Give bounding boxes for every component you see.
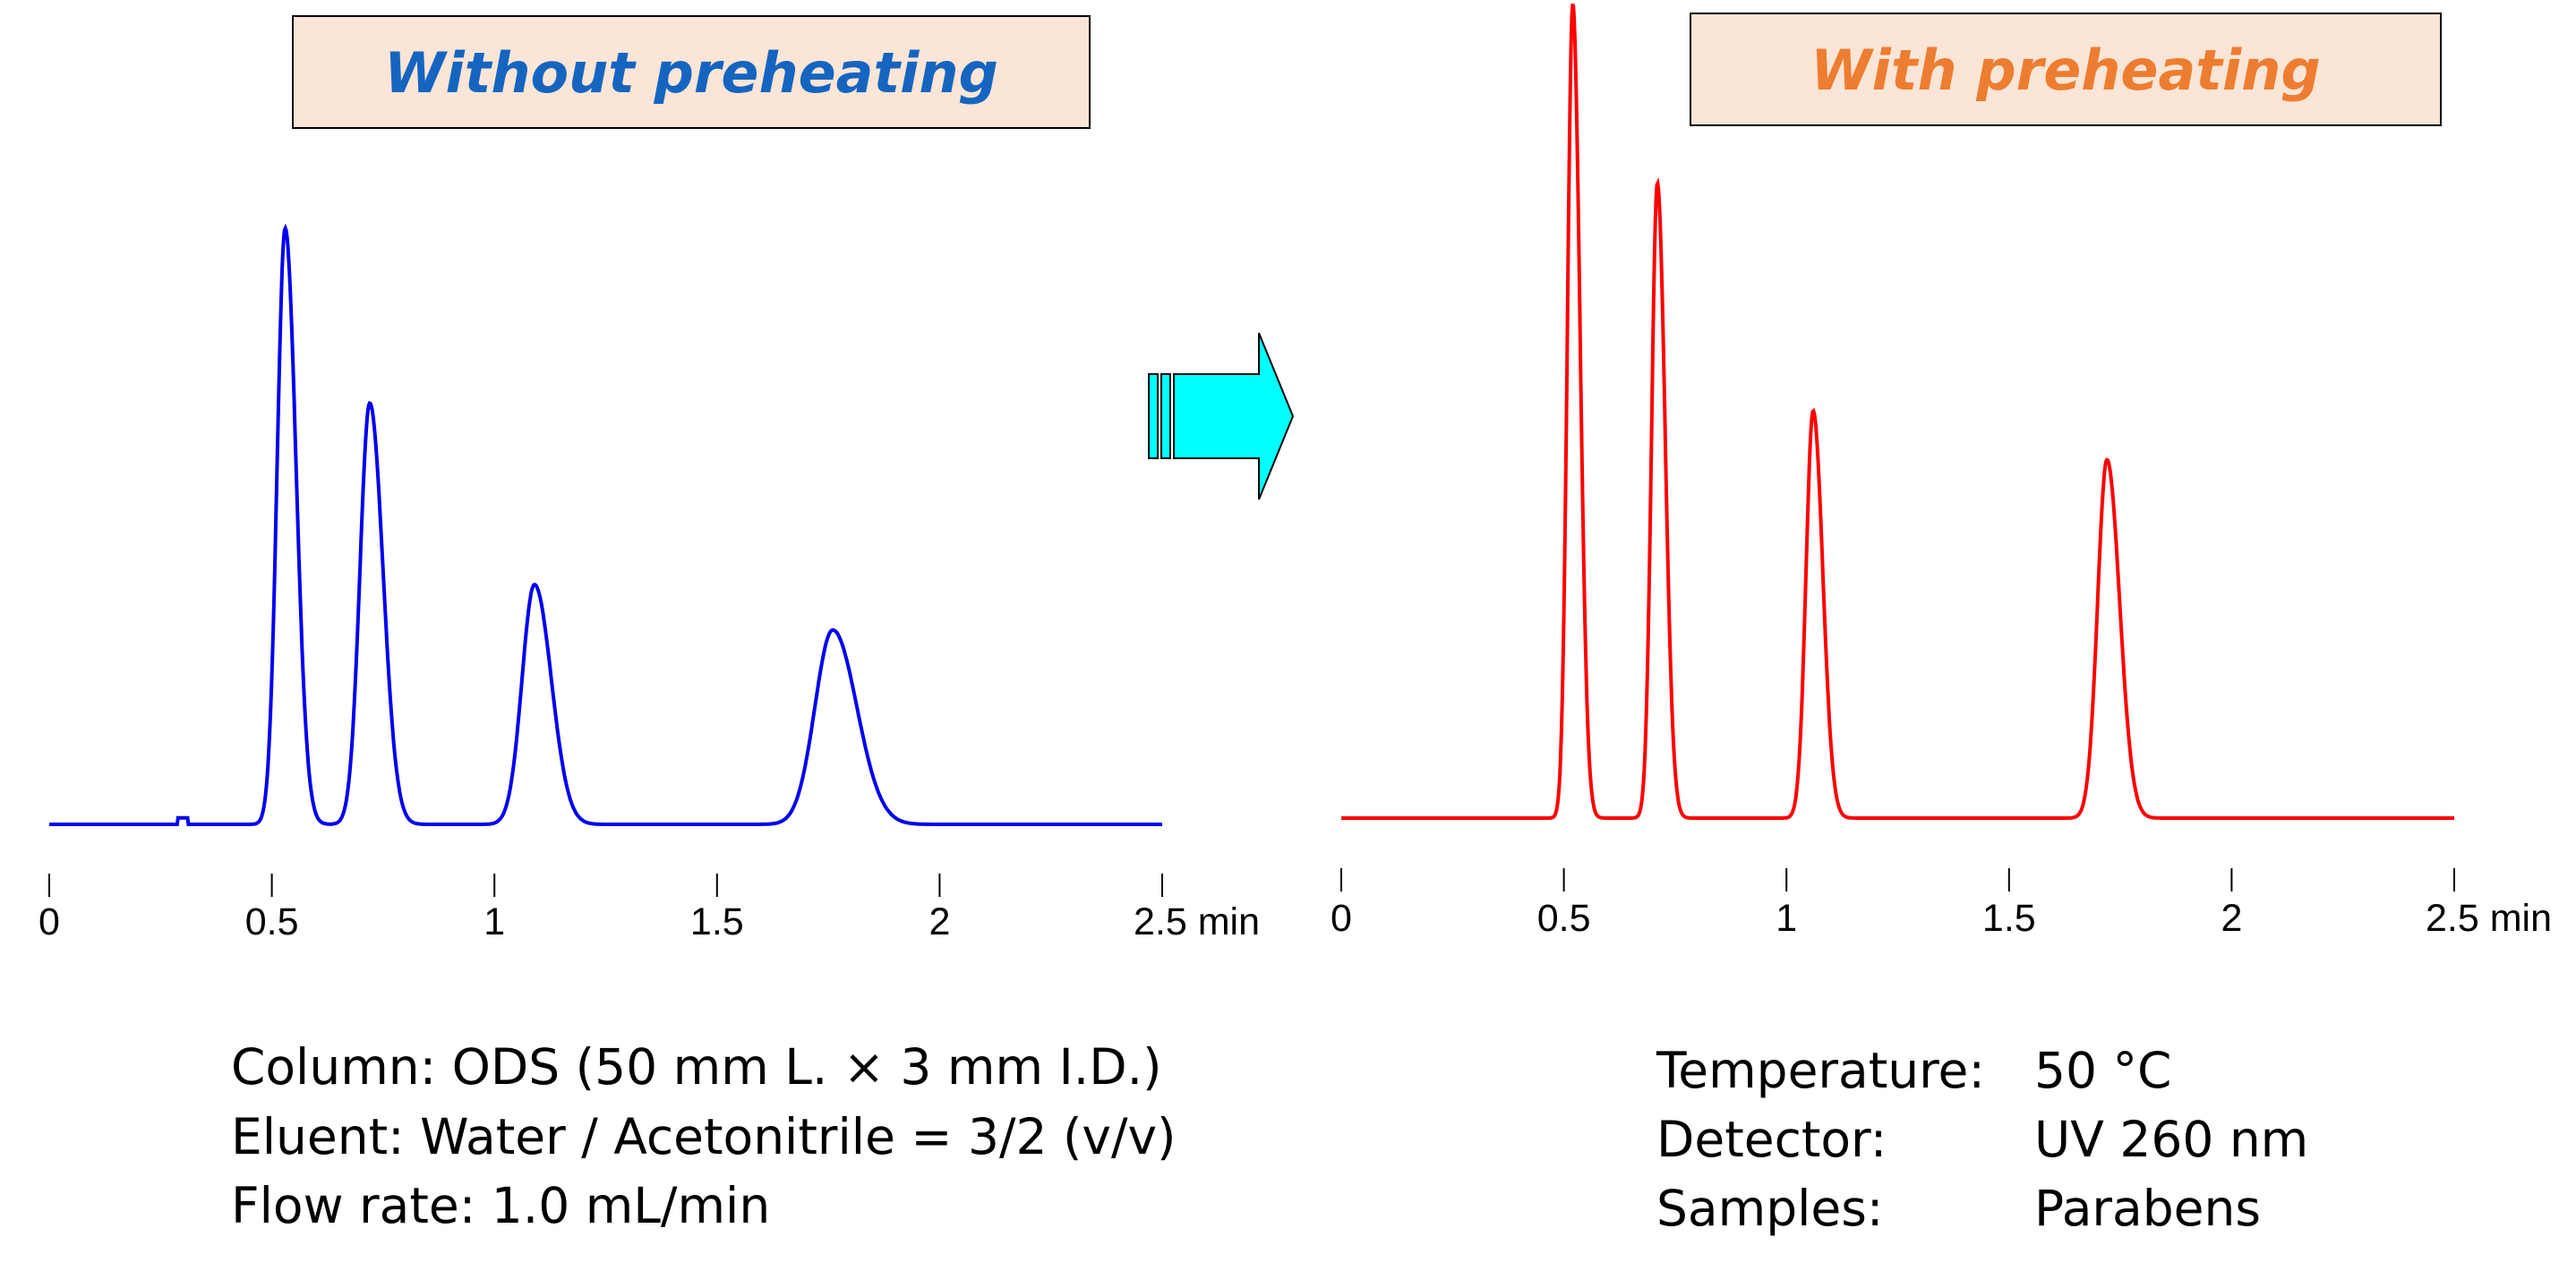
x-tick-label: 0 bbox=[39, 900, 60, 943]
right-arrow-icon bbox=[1148, 332, 1295, 500]
x-tick-label: 0.5 bbox=[245, 900, 299, 943]
chart-without-preheating: Without preheating 0 0.5 1 1.5 2 2.5 min bbox=[39, 15, 1260, 943]
condition-samples-label: Samples: bbox=[1656, 1180, 1884, 1237]
chart-title-box bbox=[1690, 13, 2442, 126]
x-tick-label: 2 bbox=[929, 900, 950, 943]
condition-temperature-label: Temperature: bbox=[1656, 1042, 1985, 1099]
x-tick-label: 0.5 bbox=[1537, 897, 1591, 940]
chart-title: Without preheating bbox=[384, 40, 998, 106]
arrow-head bbox=[1173, 332, 1295, 500]
arrow-bar-2 bbox=[1160, 373, 1171, 459]
condition-eluent: Eluent: Water / Acetonitrile = 3/2 (v/v) bbox=[231, 1108, 1177, 1165]
chart-with-preheating: With preheating 0 0.5 1 1.5 2 2.5 min bbox=[1331, 3, 2552, 940]
condition-samples-value: Parabens bbox=[2034, 1180, 2261, 1237]
x-tick-label: 0 bbox=[1331, 897, 1352, 940]
x-tick-label: 1.5 bbox=[690, 900, 744, 943]
x-tick-label: 1 bbox=[484, 900, 505, 943]
chart-title: With preheating bbox=[1810, 38, 2320, 103]
x-tick-label: 2.5 min bbox=[2426, 897, 2552, 940]
x-tick-label: 2.5 min bbox=[1134, 900, 1260, 943]
chart-title-box bbox=[292, 15, 1091, 129]
condition-flow-rate: Flow rate: 1.0 mL/min bbox=[231, 1177, 771, 1234]
x-tick-label: 1 bbox=[1776, 897, 1797, 940]
condition-column: Column: ODS (50 mm L. × 3 mm I.D.) bbox=[231, 1038, 1162, 1096]
x-tick-label: 1.5 bbox=[1982, 897, 2036, 940]
chromatogram-trace bbox=[49, 223, 1162, 826]
condition-detector-label: Detector: bbox=[1656, 1111, 1887, 1168]
arrow-bar-1 bbox=[1148, 373, 1159, 459]
condition-temperature-value: 50 °C bbox=[2034, 1042, 2172, 1099]
condition-detector-value: UV 260 nm bbox=[2034, 1111, 2309, 1168]
x-tick-label: 2 bbox=[2221, 897, 2242, 940]
chromatogram-trace bbox=[1341, 3, 2454, 820]
